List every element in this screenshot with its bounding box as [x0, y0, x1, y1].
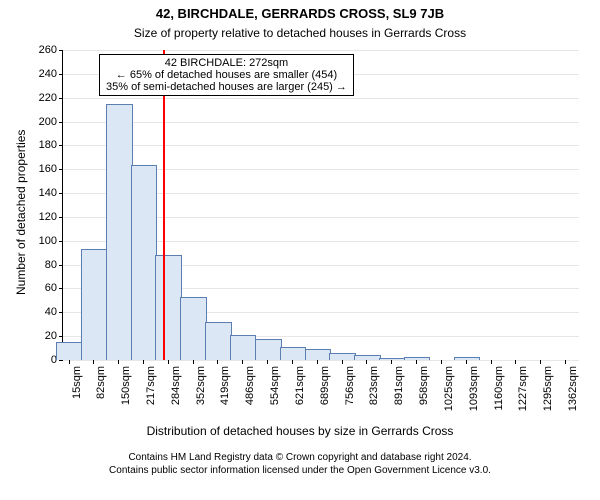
x-tick-mark: [69, 360, 70, 364]
x-tick-label: 823sqm: [366, 366, 380, 405]
x-tick-label: 756sqm: [342, 366, 356, 405]
y-tick-label: 140: [39, 187, 63, 199]
y-tick-label: 220: [39, 92, 63, 104]
histogram-bar: [454, 357, 481, 360]
x-tick-mark: [242, 360, 243, 364]
footer: Contains HM Land Registry data © Crown c…: [0, 452, 600, 477]
x-tick-label: 1295sqm: [540, 366, 554, 411]
x-tick-mark: [466, 360, 467, 364]
gridline: [63, 122, 579, 123]
histogram-bar: [230, 335, 257, 360]
x-tick-mark: [317, 360, 318, 364]
y-tick-label: 80: [45, 259, 63, 271]
x-tick-mark: [193, 360, 194, 364]
x-tick-label: 1093sqm: [466, 366, 480, 411]
x-tick-label: 82sqm: [93, 366, 107, 399]
x-tick-mark: [540, 360, 541, 364]
chart-title: 42, BIRCHDALE, GERRARDS CROSS, SL9 7JB: [0, 6, 600, 21]
histogram-bar: [106, 104, 133, 360]
y-tick-label: 40: [45, 306, 63, 318]
annotation-line-1: 42 BIRCHDALE: 272sqm: [106, 57, 347, 69]
gridline: [63, 50, 579, 51]
gridline: [63, 360, 579, 361]
x-tick-mark: [292, 360, 293, 364]
x-tick-mark: [391, 360, 392, 364]
x-tick-label: 621sqm: [292, 366, 306, 405]
gridline: [63, 145, 579, 146]
x-tick-label: 150sqm: [118, 366, 132, 405]
histogram-bar: [81, 249, 108, 360]
x-tick-mark: [143, 360, 144, 364]
y-tick-label: 120: [39, 211, 63, 223]
annotation-line-3: 35% of semi-detached houses are larger (…: [106, 81, 347, 93]
x-tick-label: 352sqm: [193, 366, 207, 405]
histogram-bar: [180, 297, 207, 360]
x-tick-mark: [366, 360, 367, 364]
annotation-box: 42 BIRCHDALE: 272sqm ← 65% of detached h…: [99, 54, 354, 96]
histogram-bar: [404, 357, 431, 360]
histogram-bar: [205, 322, 232, 360]
x-tick-mark: [491, 360, 492, 364]
x-tick-mark: [267, 360, 268, 364]
x-tick-label: 1160sqm: [491, 366, 505, 410]
y-tick-label: 260: [39, 44, 63, 56]
histogram-bar: [305, 349, 332, 360]
histogram-bar: [379, 358, 406, 360]
reference-line: [163, 50, 165, 360]
plot-area: 02040608010012014016018020022024026015sq…: [62, 50, 579, 361]
chart-subtitle: Size of property relative to detached ho…: [0, 26, 600, 40]
x-tick-label: 1227sqm: [515, 366, 529, 411]
histogram-bar: [280, 347, 307, 360]
histogram-bar: [131, 165, 158, 360]
x-tick-label: 891sqm: [391, 366, 405, 405]
histogram-bar: [155, 255, 182, 360]
annotation-line-2: ← 65% of detached houses are smaller (45…: [106, 69, 347, 81]
x-tick-mark: [515, 360, 516, 364]
x-tick-mark: [565, 360, 566, 364]
histogram-bar: [329, 353, 356, 360]
histogram-bar: [255, 339, 282, 360]
y-tick-label: 60: [45, 282, 63, 294]
y-tick-label: 100: [39, 235, 63, 247]
chart-container: { "chart": { "type": "histogram", "title…: [0, 0, 600, 500]
x-tick-label: 1362sqm: [565, 366, 579, 411]
x-tick-label: 554sqm: [267, 366, 281, 405]
y-tick-label: 160: [39, 163, 63, 175]
y-tick-label: 180: [39, 139, 63, 151]
x-tick-mark: [217, 360, 218, 364]
x-tick-label: 284sqm: [168, 366, 182, 405]
x-tick-mark: [441, 360, 442, 364]
x-tick-label: 419sqm: [217, 366, 231, 405]
x-tick-label: 958sqm: [416, 366, 430, 405]
x-tick-label: 15sqm: [69, 366, 83, 399]
x-tick-mark: [168, 360, 169, 364]
x-tick-mark: [118, 360, 119, 364]
x-tick-mark: [342, 360, 343, 364]
x-axis-label: Distribution of detached houses by size …: [0, 424, 600, 438]
footer-line-1: Contains HM Land Registry data © Crown c…: [0, 452, 600, 465]
x-tick-mark: [93, 360, 94, 364]
y-axis-label: Number of detached properties: [14, 130, 28, 295]
gridline: [63, 98, 579, 99]
x-tick-label: 217sqm: [143, 366, 157, 405]
x-tick-mark: [416, 360, 417, 364]
x-tick-label: 1025sqm: [441, 366, 455, 411]
y-tick-label: 20: [45, 330, 63, 342]
y-tick-label: 240: [39, 68, 63, 80]
footer-line-2: Contains public sector information licen…: [0, 465, 600, 478]
x-tick-label: 689sqm: [317, 366, 331, 405]
histogram-bar: [56, 342, 83, 360]
histogram-bar: [354, 355, 381, 360]
x-tick-label: 486sqm: [242, 366, 256, 405]
y-tick-label: 200: [39, 116, 63, 128]
